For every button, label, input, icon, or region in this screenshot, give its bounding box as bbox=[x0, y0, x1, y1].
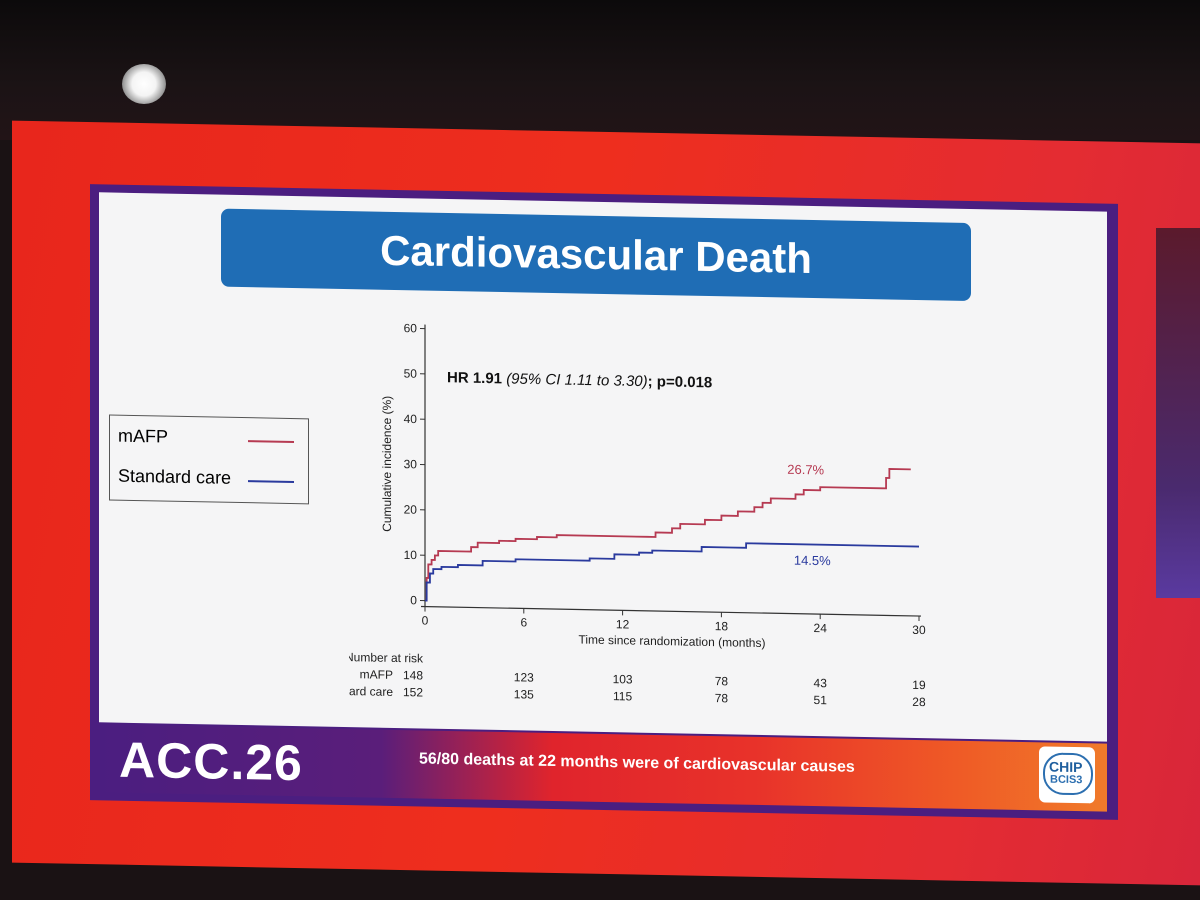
chip-bcis3-logo: CHIP BCIS3 bbox=[1039, 746, 1095, 804]
risk-row-label: mAFP bbox=[360, 667, 393, 682]
risk-cell: 115 bbox=[613, 689, 632, 703]
y-axis-label: Cumulative incidence (%) bbox=[380, 396, 394, 532]
slide-content: Cardiovascular Death mAFP Standard care … bbox=[99, 192, 1107, 742]
hazard-ratio-annotation: HR 1.91 (95% CI 1.11 to 3.30); p=0.018 bbox=[447, 369, 712, 391]
legend-label-mafp: mAFP bbox=[118, 425, 169, 447]
y-tick-label: 40 bbox=[404, 412, 418, 426]
x-tick-label: 6 bbox=[520, 615, 527, 629]
risk-cell: 43 bbox=[814, 676, 828, 690]
risk-cell: 51 bbox=[814, 693, 828, 707]
y-tick-label: 60 bbox=[404, 321, 418, 335]
legend-line-mafp bbox=[248, 440, 294, 444]
risk-cell: 28 bbox=[912, 695, 926, 709]
kaplan-meier-chart: 0 10 20 30 40 50 60 0 6 12 18 24 30 Time since random… bbox=[349, 321, 926, 709]
room-ceiling bbox=[0, 0, 1200, 140]
y-tick-label: 10 bbox=[404, 548, 418, 562]
risk-cell: 152 bbox=[403, 685, 423, 699]
series-line-standard-care bbox=[425, 542, 919, 602]
risk-cell: 78 bbox=[715, 691, 729, 705]
title-banner: Cardiovascular Death bbox=[221, 208, 971, 302]
x-tick-label: 12 bbox=[616, 617, 630, 631]
risk-table-header: Number at risk bbox=[349, 650, 424, 666]
x-axis-line bbox=[421, 605, 921, 617]
risk-row-label: standard care bbox=[349, 684, 393, 699]
series-line-mafp bbox=[425, 468, 911, 602]
risk-cell: 19 bbox=[912, 678, 926, 692]
x-tick-label: 24 bbox=[814, 621, 828, 635]
x-tick-label: 18 bbox=[715, 619, 729, 633]
risk-cell: 148 bbox=[403, 668, 423, 682]
legend-label-standard-care: Standard care bbox=[118, 465, 232, 488]
y-tick-label: 30 bbox=[404, 457, 418, 471]
y-tick-label: 20 bbox=[404, 502, 418, 516]
mafp-end-label: 26.7% bbox=[787, 462, 824, 478]
standard-care-end-label: 14.5% bbox=[794, 553, 831, 569]
risk-cell: 135 bbox=[514, 687, 534, 701]
x-axis-label: Time since randomization (months) bbox=[579, 633, 766, 651]
risk-cell: 123 bbox=[514, 670, 534, 684]
x-tick-label: 0 bbox=[422, 613, 429, 627]
y-tick-label: 0 bbox=[410, 593, 417, 607]
y-tick-label: 50 bbox=[404, 366, 418, 380]
side-screen bbox=[1156, 228, 1200, 598]
legend-line-standard-care bbox=[248, 480, 294, 484]
slide: Cardiovascular Death mAFP Standard care … bbox=[90, 184, 1118, 820]
logo-line2: BCIS3 bbox=[1050, 773, 1083, 787]
risk-cell: 78 bbox=[715, 674, 729, 688]
slide-title: Cardiovascular Death bbox=[380, 226, 812, 282]
risk-cell: 103 bbox=[613, 672, 633, 686]
footer-note: 56/80 deaths at 22 months were of cardio… bbox=[419, 750, 855, 776]
conference-brand: ACC.26 bbox=[119, 731, 303, 792]
legend-box: mAFP Standard care bbox=[109, 414, 309, 505]
ceiling-light bbox=[122, 64, 166, 104]
x-tick-label: 30 bbox=[912, 623, 926, 637]
